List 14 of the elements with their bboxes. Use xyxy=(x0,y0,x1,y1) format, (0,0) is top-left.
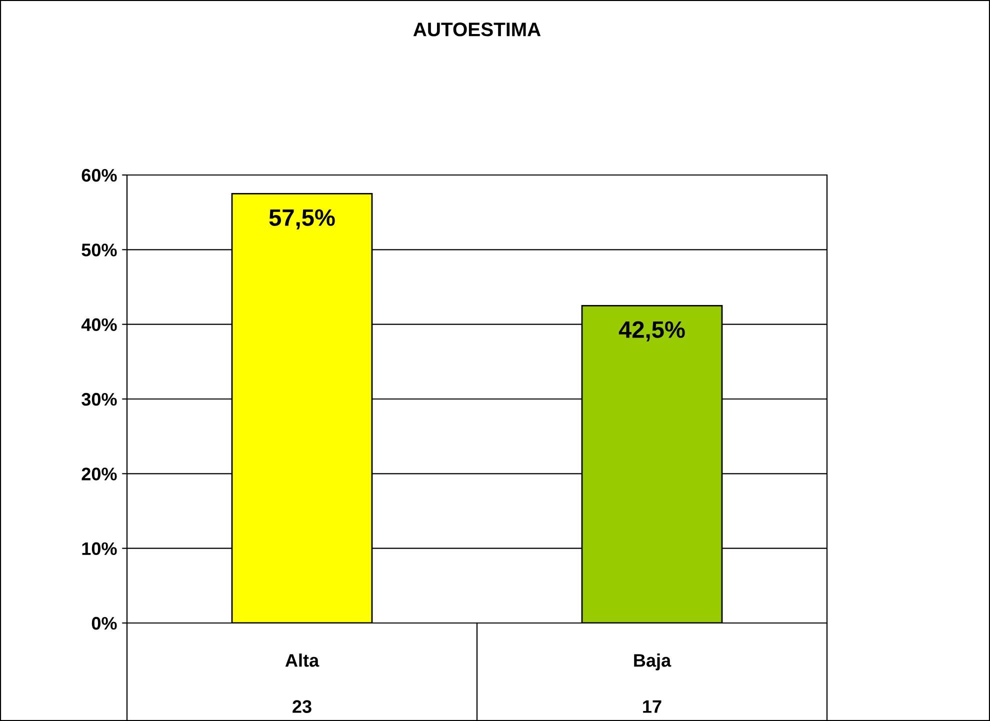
y-tick-label: 0% xyxy=(92,616,117,630)
y-tick-label: 40% xyxy=(81,318,117,332)
data-label: 57,5% xyxy=(269,209,335,230)
y-tick-label: 20% xyxy=(82,468,117,480)
x-tick-label: Alta xyxy=(285,654,320,667)
y-tick-label: 50% xyxy=(82,244,117,256)
y-tick-label: 60% xyxy=(82,168,117,182)
data-label: 42,5% xyxy=(618,321,685,342)
y-tick-label: 30% xyxy=(82,392,117,406)
chart-title: AUTOESTIMA xyxy=(413,22,541,36)
text: 17 xyxy=(643,700,662,713)
x-tick-label: Baja xyxy=(634,654,672,670)
y-tick-label: 10% xyxy=(82,542,117,556)
text: 23 xyxy=(292,700,312,713)
